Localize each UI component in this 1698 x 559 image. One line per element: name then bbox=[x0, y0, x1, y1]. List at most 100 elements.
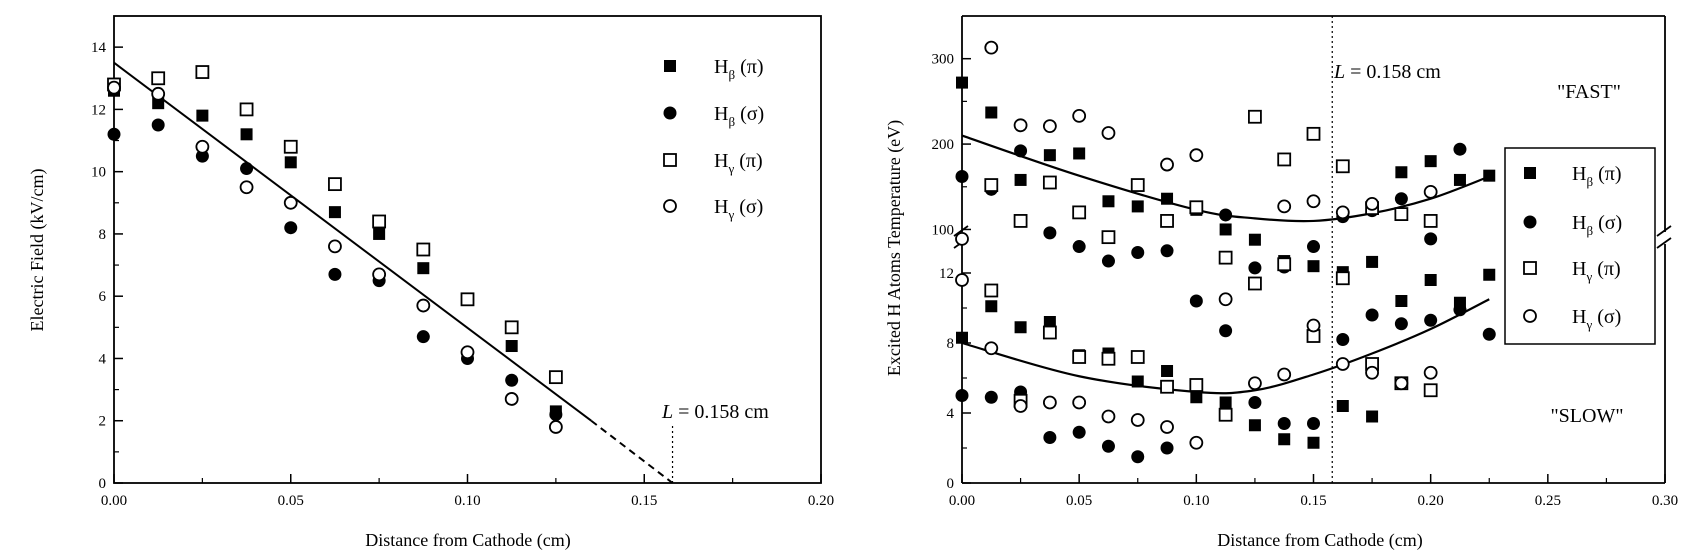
slow-data-point bbox=[1014, 321, 1027, 334]
left-y-tick-label: 12 bbox=[91, 102, 106, 118]
electric-field-chart: 0.00 0.05 0.10 0.15 0.20 0 2 4 6 8 10 12 14 L = 0.15… bbox=[27, 15, 834, 551]
temperature-chart: 0.00 0.05 0.10 0.15 0.20 0.25 0.30 100 200 300 0 4 8… bbox=[884, 15, 1678, 551]
fast-data-point bbox=[1307, 240, 1320, 254]
right-annotation-label: L = 0.158 cm bbox=[1333, 61, 1441, 83]
slow-data-point bbox=[1043, 316, 1056, 328]
fast-data-point bbox=[1248, 109, 1262, 124]
slow-data-point bbox=[1160, 379, 1174, 394]
slow-data-point bbox=[1101, 439, 1115, 453]
fast-data-point bbox=[1161, 192, 1174, 205]
left-data-point bbox=[240, 128, 253, 141]
slow-data-point bbox=[1042, 325, 1057, 340]
fast-data-point bbox=[1102, 195, 1115, 208]
left-x-tick-label: 0.20 bbox=[808, 493, 834, 509]
fast-data-point bbox=[984, 40, 999, 55]
fast-data-point bbox=[1365, 196, 1379, 211]
left-data-point bbox=[328, 177, 342, 192]
left-legend-marker bbox=[663, 199, 677, 213]
left-data-point bbox=[195, 65, 210, 79]
left-y-tick-label: 8 bbox=[99, 227, 107, 243]
right-legend-marker bbox=[1523, 309, 1537, 323]
fast-data-point bbox=[1248, 233, 1261, 246]
slow-data-point bbox=[1248, 419, 1261, 432]
right-legend-marker bbox=[1523, 261, 1537, 275]
left-legend-marker bbox=[664, 60, 676, 72]
fast-data-point bbox=[1189, 200, 1204, 215]
fast-data-point bbox=[1424, 232, 1438, 246]
slow-data-point bbox=[1366, 410, 1379, 423]
fast-data-point bbox=[1014, 173, 1027, 186]
slow-data-point bbox=[1218, 292, 1233, 307]
left-y-axis-title: Electric Field (kV/cm) bbox=[27, 169, 48, 332]
fast-data-point bbox=[1453, 173, 1466, 186]
fast-data-point bbox=[955, 170, 969, 184]
fast-data-point bbox=[1130, 178, 1145, 192]
left-axis-ticks: 0.00 0.05 0.10 0.15 0.20 0 2 4 6 8 10 12 14 bbox=[91, 40, 834, 509]
left-data-point bbox=[239, 102, 254, 117]
slow-data-point bbox=[1453, 303, 1467, 317]
left-data-point bbox=[328, 206, 341, 219]
left-annotation: L = 0.158 cm bbox=[661, 401, 769, 483]
left-data-point bbox=[373, 227, 386, 240]
fast-data-point bbox=[1277, 199, 1292, 214]
fast-data-point bbox=[1218, 250, 1233, 265]
fast-data-point bbox=[1423, 184, 1438, 199]
slow-data-point bbox=[984, 283, 999, 298]
right-data-points bbox=[955, 40, 1496, 464]
left-y-tick-label: 2 bbox=[99, 414, 107, 430]
right-legend-marker bbox=[1523, 215, 1537, 229]
slow-data-point bbox=[984, 341, 999, 356]
slow-data-point bbox=[1072, 350, 1087, 364]
left-data-points bbox=[107, 65, 563, 434]
slow-data-point bbox=[1307, 417, 1320, 430]
left-fit-solid bbox=[113, 61, 592, 422]
right-x-tick-label: 0.20 bbox=[1418, 493, 1444, 509]
left-data-point bbox=[107, 127, 121, 141]
left-legend-entry: Hγ (σ) bbox=[714, 196, 763, 222]
fast-data-point bbox=[1013, 214, 1028, 228]
right-y-axis-title: Excited H Atoms Temperature (eV) bbox=[884, 120, 905, 376]
slow-data-point bbox=[1219, 324, 1233, 338]
fast-data-point bbox=[1101, 254, 1115, 268]
slow-data-point bbox=[1307, 436, 1320, 449]
fast-label: "FAST" bbox=[1557, 81, 1621, 103]
fast-data-point bbox=[1306, 194, 1321, 209]
slow-data-point bbox=[1072, 395, 1087, 410]
slow-data-point bbox=[1394, 317, 1408, 331]
slow-data-point bbox=[1335, 271, 1350, 286]
right-legend-entry: Hβ (σ) bbox=[1572, 212, 1622, 238]
fast-data-point bbox=[1014, 144, 1028, 158]
right-x-tick-label: 0.15 bbox=[1300, 493, 1326, 509]
slow-data-point bbox=[1365, 308, 1379, 322]
fast-data-point bbox=[1072, 205, 1087, 220]
fast-data-point bbox=[1042, 175, 1057, 190]
right-x-tick-label: 0.25 bbox=[1535, 493, 1561, 509]
left-y-tick-label: 6 bbox=[99, 289, 107, 305]
slow-data-point bbox=[1131, 375, 1144, 388]
fast-data-point bbox=[1394, 192, 1408, 206]
slow-data-point bbox=[984, 390, 998, 404]
fast-data-point bbox=[1042, 119, 1057, 134]
right-y-lower-tick-label: 4 bbox=[947, 406, 955, 422]
right-fit-curves bbox=[961, 134, 1490, 395]
left-data-point bbox=[416, 298, 431, 313]
fast-fit-curve bbox=[961, 134, 1490, 223]
left-legend-entry: Hγ (π) bbox=[714, 150, 763, 176]
right-y-upper-tick-label: 100 bbox=[932, 222, 955, 238]
fast-data-point bbox=[1423, 214, 1438, 228]
left-x-tick-label: 0.15 bbox=[631, 493, 657, 509]
left-fit-line bbox=[113, 61, 674, 484]
slow-data-point bbox=[1424, 274, 1437, 286]
left-data-point bbox=[151, 118, 165, 132]
fast-data-point bbox=[985, 106, 998, 119]
right-x-tick-label: 0.10 bbox=[1183, 493, 1209, 509]
left-data-point bbox=[417, 262, 430, 275]
fast-data-point bbox=[1131, 200, 1144, 213]
right-legend: Hβ (π) Hβ (σ) Hγ (π) Hγ (σ) bbox=[1504, 147, 1656, 345]
slow-data-point bbox=[1042, 395, 1057, 410]
left-data-point bbox=[283, 195, 298, 210]
fast-data-point bbox=[1072, 240, 1086, 254]
left-y-tick-label: 0 bbox=[99, 476, 107, 492]
left-data-point bbox=[196, 109, 209, 122]
